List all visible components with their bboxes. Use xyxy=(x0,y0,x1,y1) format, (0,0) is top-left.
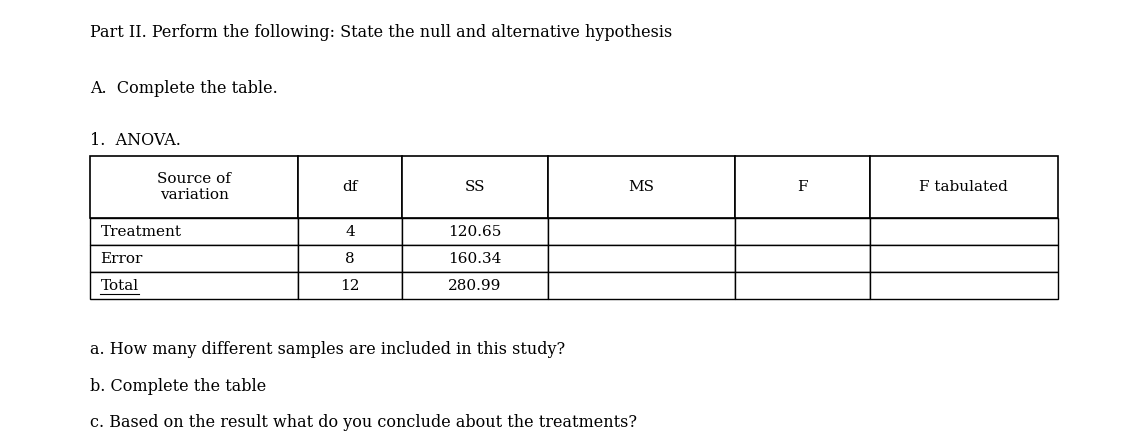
Text: A.  Complete the table.: A. Complete the table. xyxy=(90,80,278,97)
Text: a. How many different samples are included in this study?: a. How many different samples are includ… xyxy=(90,341,565,358)
Text: c. Based on the result what do you conclude about the treatments?: c. Based on the result what do you concl… xyxy=(90,414,637,431)
Text: 1.  ANOVA.: 1. ANOVA. xyxy=(90,132,181,149)
Text: Part II. Perform the following: State the null and alternative hypothesis: Part II. Perform the following: State th… xyxy=(90,24,673,41)
Text: b. Complete the table: b. Complete the table xyxy=(90,378,267,395)
